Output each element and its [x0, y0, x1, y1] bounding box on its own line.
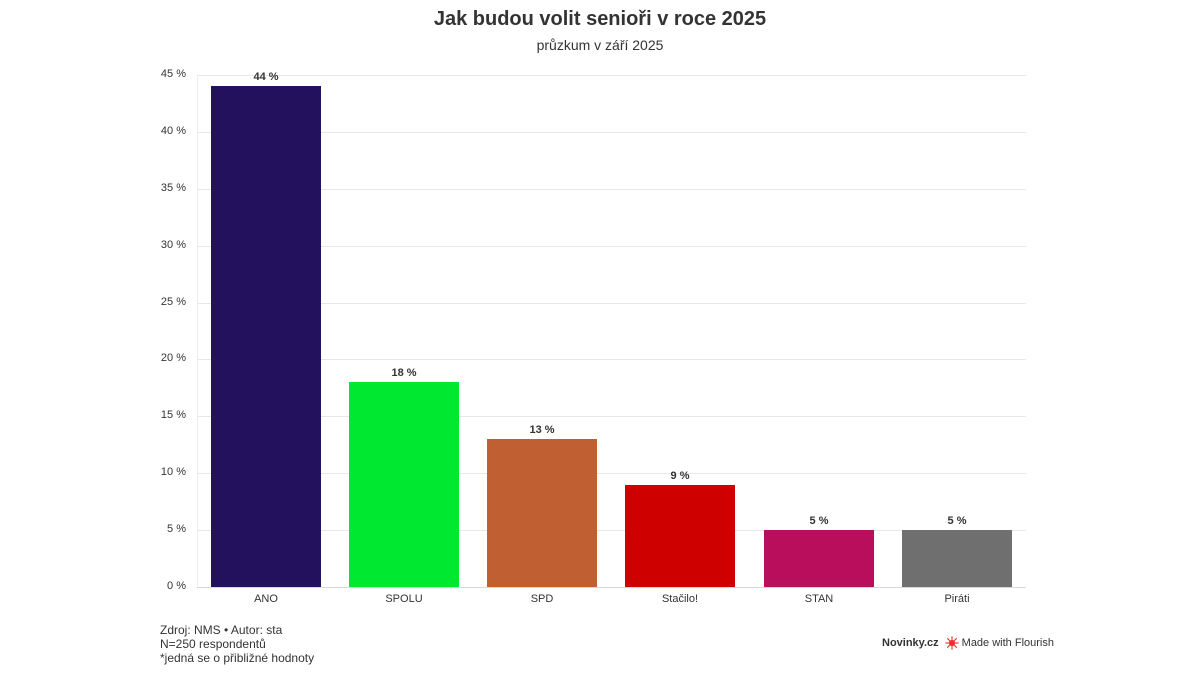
approx-note: *jedná se o přibližné hodnoty	[160, 651, 315, 665]
bar-stan[interactable]	[764, 530, 874, 587]
y-tick-label: 5 %	[167, 523, 186, 536]
y-tick-label: 40 %	[160, 124, 186, 137]
bar-spolu[interactable]	[349, 382, 459, 587]
bar-sta-ilo[interactable]	[625, 484, 735, 587]
flourish-logo-icon	[945, 636, 959, 650]
bar-value-label: 18 %	[391, 367, 417, 380]
gridline	[197, 416, 1026, 418]
gridline	[197, 302, 1026, 304]
bar-spd[interactable]	[487, 439, 597, 587]
source-note: Zdroj: NMS • Autor: sta	[160, 623, 283, 637]
x-tick-label: SPD	[530, 593, 554, 605]
x-tick-label: Piráti	[944, 593, 970, 605]
x-tick-label: Stačilo!	[661, 593, 699, 605]
bar-ano[interactable]	[211, 86, 321, 587]
y-tick-label: 35 %	[160, 181, 186, 194]
plot-area: 44 % 18 % 13 % 9 % 5 % 5 %	[197, 71, 1026, 588]
bar-value-label: 9 %	[670, 469, 690, 482]
made-with-flourish-link[interactable]: Made with Flourish	[961, 637, 1054, 649]
y-tick-label: 30 %	[160, 238, 186, 251]
bar-pir-ti[interactable]	[902, 530, 1012, 587]
bar-value-label: 44 %	[253, 71, 279, 84]
gridline	[197, 359, 1026, 361]
chart-subtitle: průzkum v září 2025	[536, 37, 664, 53]
y-axis-line	[197, 75, 198, 587]
bar-value-label: 13 %	[529, 424, 555, 437]
chart-title: Jak budou volit senioři v roce 2025	[433, 8, 767, 30]
sample-note: N=250 respondentů	[160, 637, 266, 651]
gridline	[197, 188, 1026, 190]
y-tick-label: 10 %	[160, 466, 186, 479]
gridline	[197, 75, 1026, 76]
gridline	[197, 587, 1026, 588]
x-tick-label: STAN	[804, 593, 834, 605]
publisher-logo[interactable]: Novinky.cz	[882, 637, 939, 649]
bar-value-label: 5 %	[809, 515, 829, 528]
y-tick-label: 25 %	[160, 295, 186, 308]
x-tick-label: ANO	[254, 593, 278, 605]
branding[interactable]: Novinky.cz Made with Flourish	[882, 636, 1054, 650]
gridline	[197, 245, 1026, 247]
gridline	[197, 131, 1026, 133]
y-tick-label: 15 %	[160, 409, 186, 422]
gridline	[197, 530, 1026, 532]
gridline	[197, 473, 1026, 475]
bar-value-label: 5 %	[947, 515, 967, 528]
x-tick-label: SPOLU	[385, 593, 423, 605]
y-tick-label: 45 %	[160, 68, 186, 80]
y-tick-label: 0 %	[167, 580, 186, 592]
chart-footer: Zdroj: NMS • Autor: sta N=250 respondent…	[160, 623, 314, 665]
y-tick-label: 20 %	[160, 352, 186, 365]
